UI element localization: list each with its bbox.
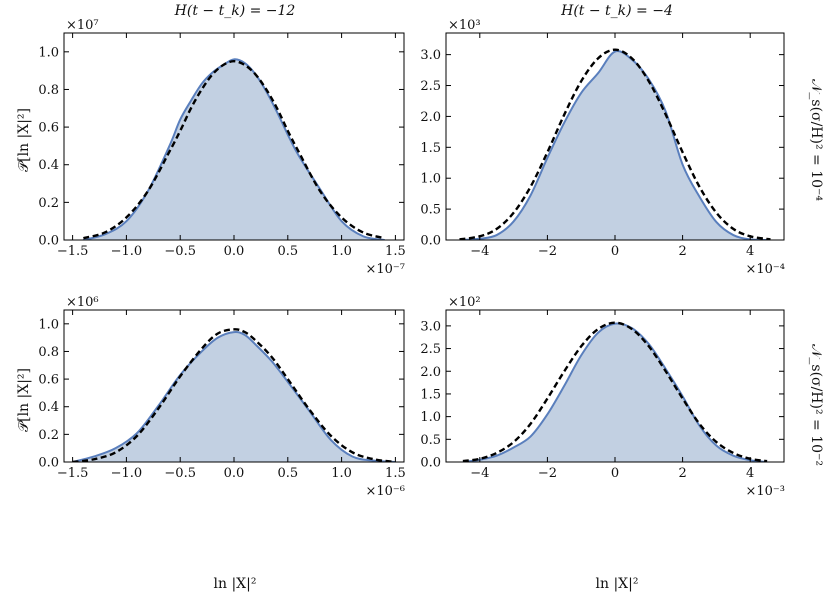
column-title-right: H(t − t_k) = −4 — [560, 3, 673, 19]
xlabel-left: ln |X|² — [214, 576, 257, 592]
x-tick-label: 2 — [678, 244, 686, 259]
x-tick-label: 1.5 — [385, 244, 406, 259]
x-tick-label: 1.0 — [331, 466, 352, 481]
y-tick-label: 0.5 — [420, 433, 441, 448]
y-offset-multiplier: ×10⁶ — [66, 295, 99, 310]
kde-line — [459, 50, 771, 240]
ylabel-bottom: 𝒫[ln |X|²] — [16, 368, 32, 432]
y-tick-label: 2.0 — [420, 365, 441, 380]
y-tick-label: 1.0 — [38, 45, 59, 60]
y-tick-label: 0.0 — [420, 234, 441, 249]
y-tick-label: 3.0 — [420, 48, 441, 63]
xlabel-right: ln |X|² — [596, 576, 639, 592]
x-tick-label: 1.5 — [385, 466, 406, 481]
y-tick-label: 0.6 — [38, 121, 59, 136]
x-tick-label: −0.5 — [164, 244, 196, 259]
y-tick-label: 0.4 — [38, 158, 59, 173]
x-tick-label: −1.0 — [111, 244, 143, 259]
y-offset-multiplier: ×10² — [448, 295, 481, 310]
y-tick-label: 3.0 — [420, 319, 441, 334]
x-tick-label: −4 — [470, 466, 489, 481]
y-tick-label: 2.5 — [420, 79, 441, 94]
gaussian-dashed-line — [462, 321, 768, 462]
x-tick-label: 0 — [611, 244, 619, 259]
y-tick-label: 0.2 — [38, 196, 59, 211]
y-tick-label: 2.5 — [420, 342, 441, 357]
y-tick-label: 1.0 — [420, 172, 441, 187]
x-tick-label: −2 — [538, 466, 557, 481]
y-tick-label: 0.8 — [38, 345, 59, 360]
column-title-left: H(t − t_k) = −12 — [174, 3, 296, 19]
x-tick-label: −1.5 — [57, 466, 89, 481]
x-tick-label: 0 — [611, 466, 619, 481]
y-tick-label: 1.5 — [420, 387, 441, 402]
y-offset-multiplier: ×10⁷ — [66, 18, 99, 33]
x-tick-label: 0.5 — [277, 466, 298, 481]
x-tick-label: −0.5 — [164, 466, 196, 481]
y-tick-label: 0.0 — [38, 234, 59, 249]
y-tick-label: 1.5 — [420, 141, 441, 156]
y-tick-label: 0.2 — [38, 428, 59, 443]
gaussian-dashed-line — [72, 328, 396, 462]
kde-fill-area — [72, 332, 396, 462]
x-tick-label: 0.5 — [277, 244, 298, 259]
panel-top-left: −1.5 −1.0 −0.5 0.0 0.5 1.0 1.5 0.0 0.2 0.4 0.6 0.8 1… — [38, 18, 405, 277]
kde-line — [462, 322, 768, 462]
y-tick-label: 0.8 — [38, 83, 59, 98]
y-tick-label: 2.0 — [420, 110, 441, 125]
x-tick-label: −4 — [470, 244, 489, 259]
x-tick-label: 0.0 — [224, 244, 245, 259]
gaussian-dashed-line — [459, 48, 771, 240]
y-tick-label: 0.0 — [38, 456, 59, 471]
kde-fill-area — [83, 59, 385, 240]
kde-line — [72, 331, 396, 462]
y-tick-label: 0.6 — [38, 373, 59, 388]
x-tick-label: 0.0 — [224, 466, 245, 481]
gaussian-dashed-line — [83, 60, 385, 240]
x-tick-label: 1.0 — [331, 244, 352, 259]
ylabel-top: 𝒫[ln |X|²] — [16, 108, 32, 172]
x-tick-label: −1.0 — [111, 466, 143, 481]
y-tick-label: 0.0 — [420, 456, 441, 471]
row-label-top: 𝒩_s(σ/H)² = 10⁻⁴ — [808, 79, 824, 201]
x-tick-label: 2 — [678, 466, 686, 481]
y-tick-label: 1.0 — [38, 317, 59, 332]
x-tick-label: 4 — [746, 466, 754, 481]
x-offset-multiplier: ×10⁻⁶ — [365, 484, 405, 499]
y-tick-label: 1.0 — [420, 410, 441, 425]
y-tick-label: 0.4 — [38, 400, 59, 415]
x-offset-multiplier: ×10⁻⁷ — [365, 262, 405, 277]
panel-bottom-right: −4 −2 0 2 4 0.0 0.5 1.0 1.5 2.0 2.5 3.0 ×10² ×10⁻³ — [420, 295, 785, 499]
x-offset-multiplier: ×10⁻³ — [745, 484, 785, 499]
kde-fill-area — [462, 323, 768, 462]
panel-top-right: −4 −2 0 2 4 0.0 0.5 1.0 1.5 2.0 2.5 3.0 ×10³ ×10⁻⁴ — [420, 18, 785, 277]
kde-fill-area — [459, 51, 771, 240]
row-label-bottom: 𝒩_s(σ/H)² = 10⁻² — [808, 344, 824, 466]
x-tick-label: 4 — [746, 244, 754, 259]
x-tick-label: −1.5 — [57, 244, 89, 259]
y-tick-label: 0.5 — [420, 203, 441, 218]
x-offset-multiplier: ×10⁻⁴ — [745, 262, 785, 277]
y-offset-multiplier: ×10³ — [448, 18, 481, 33]
panels-group: −1.5 −1.0 −0.5 0.0 0.5 1.0 1.5 0.0 0.2 0.4 0.6 0.8 1… — [38, 18, 785, 499]
x-tick-label: −2 — [538, 244, 557, 259]
panel-bottom-left: −1.5 −1.0 −0.5 0.0 0.5 1.0 1.5 0.0 0.2 0.4 0.6 0.8 1… — [38, 295, 405, 499]
